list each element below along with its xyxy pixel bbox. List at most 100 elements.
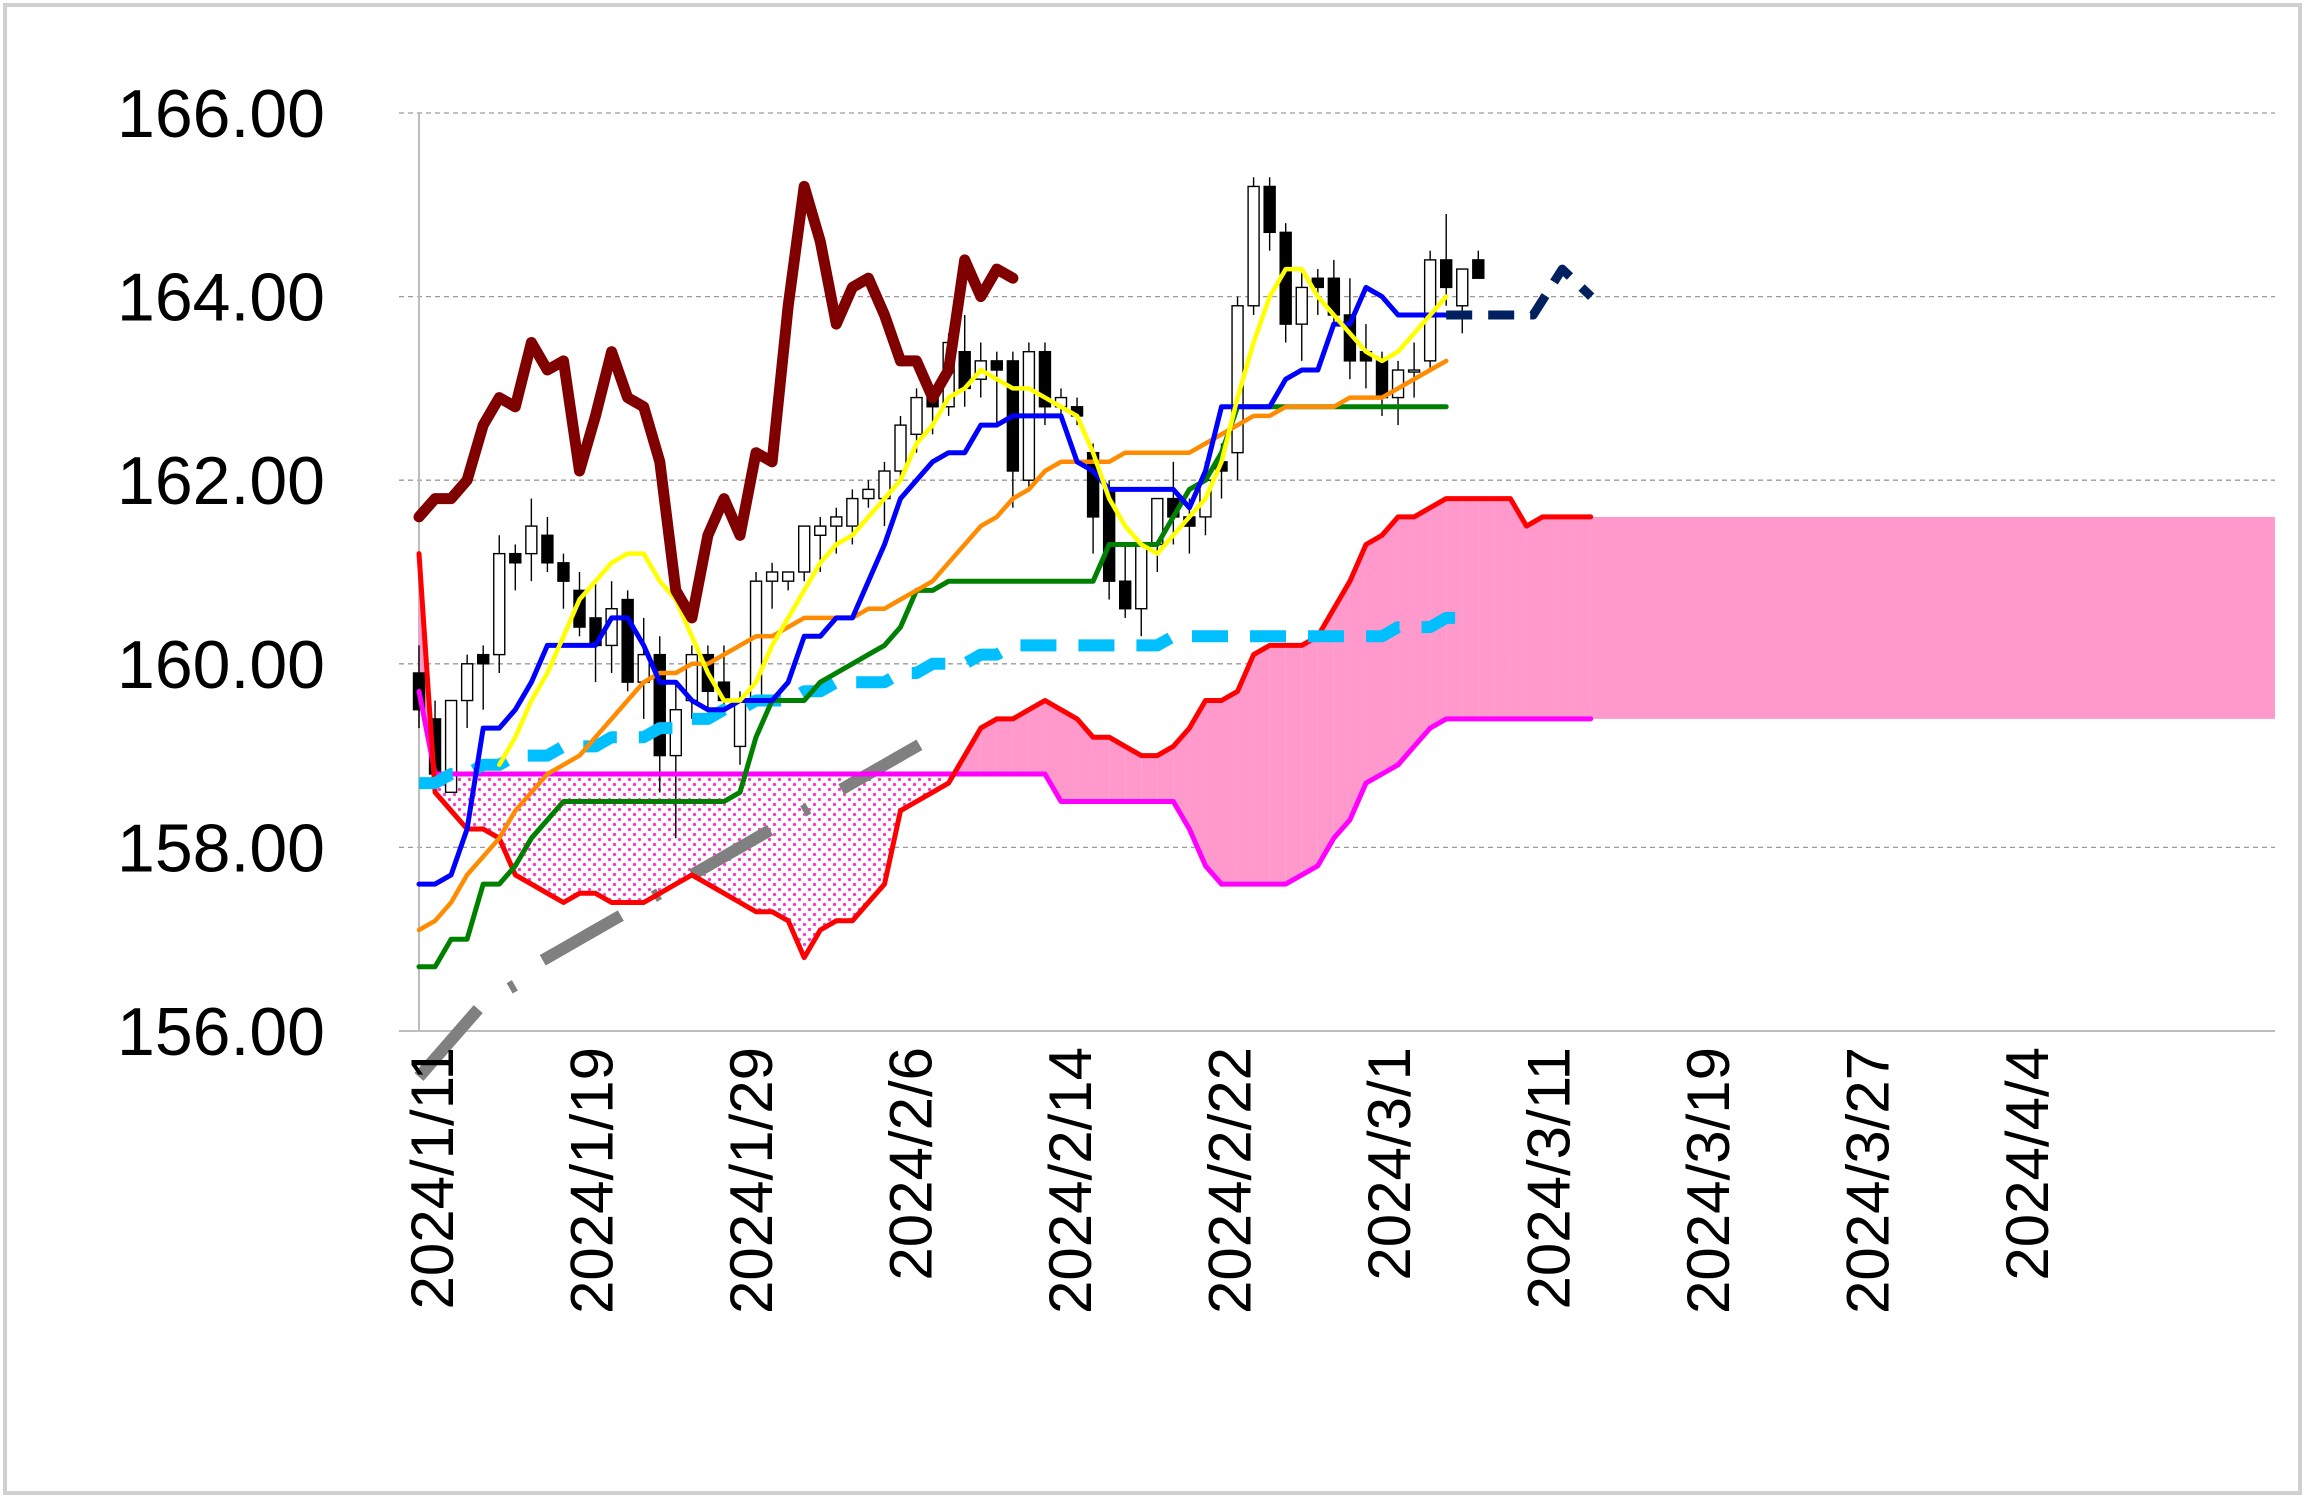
series-line-blue	[416, 284, 1449, 887]
cloud-segment	[1285, 645, 1302, 885]
x-tick-label: 2024/3/27	[1835, 1047, 1902, 1314]
cloud-segment	[1574, 516, 1591, 719]
candle-body	[1118, 580, 1132, 610]
cloud-segment	[1141, 755, 1158, 802]
candle-body	[621, 598, 634, 683]
cloud-segment	[1189, 700, 1206, 866]
candle-body	[1038, 350, 1052, 408]
series-line-navy-forecast	[1446, 264, 1595, 320]
candle-body	[557, 562, 570, 582]
cloud-segment	[1077, 718, 1094, 802]
series-line-yellow	[497, 266, 1449, 768]
cloud-segment	[611, 773, 628, 903]
x-tick-label: 2024/4/4	[1994, 1047, 2061, 1281]
cloud-segment	[1028, 700, 1045, 774]
candle-body	[814, 525, 827, 536]
series-line-orange	[416, 358, 1449, 933]
x-tick-label: 2024/3/1	[1356, 1047, 1423, 1281]
cloud-segment	[1157, 746, 1174, 802]
candle-body	[733, 699, 747, 748]
indicator-lines	[413, 180, 1595, 1081]
cloud-segment	[595, 773, 612, 903]
x-tick-label: 2024/1/11	[399, 1047, 466, 1309]
x-tick-label: 2024/3/11	[1516, 1047, 1583, 1309]
candle-body	[1472, 259, 1485, 279]
y-tick-label: 162.00	[117, 443, 325, 519]
candle-body	[1439, 259, 1453, 289]
cloud-segment	[1012, 709, 1029, 774]
cloud-segment	[868, 773, 885, 903]
cloud-segment	[1125, 746, 1142, 802]
y-tick-label: 160.00	[117, 627, 325, 703]
cloud-segment	[1237, 654, 1254, 885]
cloud-segment	[1269, 645, 1286, 885]
series-line-red	[416, 496, 1594, 961]
cloud-segment	[1398, 516, 1415, 765]
cloud-segment	[563, 773, 580, 903]
cloud-segment	[772, 773, 789, 921]
cloud-segment	[1494, 498, 1511, 719]
cloud-segment	[1558, 516, 1575, 719]
y-tick-label: 158.00	[117, 810, 325, 886]
cloud-segment	[1510, 498, 1527, 719]
candle-body	[1295, 286, 1308, 325]
cloud-segment	[1365, 535, 1382, 784]
cloud-segment	[515, 773, 532, 885]
cloud-segment	[643, 773, 660, 903]
cloud-segment	[1109, 737, 1126, 802]
cloud-segment	[1430, 498, 1447, 729]
candle-body	[990, 360, 1003, 371]
candle-body	[1263, 185, 1276, 234]
cloud-segment	[1446, 498, 1463, 719]
y-tick-label: 156.00	[117, 994, 325, 1070]
candle-body	[460, 663, 474, 702]
ichimoku-chart: 156.00 158.00 160.00 162.00 164.00 166.00 202…	[117, 76, 2275, 1314]
cloud-segment	[579, 773, 596, 894]
candle-body	[798, 525, 811, 573]
cloud-segment	[1382, 516, 1399, 774]
cloud-segment	[980, 718, 997, 774]
cloud-segment	[1205, 700, 1222, 885]
y-tick-label: 164.00	[117, 260, 325, 336]
candle-body	[1456, 268, 1469, 307]
cloud-segment	[723, 773, 740, 903]
cloud-segment	[1333, 581, 1350, 839]
cloud-segment	[547, 773, 564, 903]
cloud-segment	[1221, 691, 1238, 885]
candle-body	[493, 552, 506, 656]
cloud-segment	[531, 773, 548, 894]
cloud-segment	[483, 773, 500, 839]
cloud-segment	[1542, 516, 1559, 719]
chart-frame: 156.00 158.00 160.00 162.00 164.00 166.00 202…	[3, 3, 2302, 1495]
x-tick-label: 2024/2/14	[1037, 1047, 1104, 1314]
cloud-segment	[707, 773, 724, 894]
y-axis: 156.00 158.00 160.00 162.00 164.00 166.00	[117, 76, 325, 1070]
cloud-segment	[996, 718, 1013, 774]
cloud-segment	[788, 773, 805, 958]
series-line-green	[416, 404, 1449, 970]
series-line-cyan	[419, 611, 1463, 790]
candle-body	[509, 552, 522, 564]
cloud-segment	[1590, 516, 2275, 719]
cloud-segment	[627, 773, 644, 903]
candle-body	[862, 488, 875, 500]
candle-body	[1247, 185, 1260, 307]
candle-body	[765, 571, 779, 582]
cloud-segment	[1526, 516, 1543, 719]
cloud-segment	[1061, 709, 1078, 802]
x-tick-label: 2024/1/29	[718, 1047, 785, 1314]
candle-body	[541, 534, 554, 564]
x-tick-label: 2024/2/6	[878, 1047, 945, 1281]
cloud-segment	[1301, 636, 1318, 875]
cloud-segment	[1349, 544, 1366, 820]
candle-body	[910, 396, 923, 435]
cloud-segment	[1462, 498, 1479, 719]
cloud-segment	[1317, 608, 1334, 866]
x-tick-label: 2024/1/19	[559, 1047, 626, 1314]
candle-body	[1135, 543, 1148, 610]
cloud-segment	[836, 773, 853, 921]
candle-body	[894, 424, 907, 472]
cloud-segment	[756, 773, 773, 912]
cloud-segment	[659, 773, 676, 894]
cloud-segment	[675, 773, 692, 885]
